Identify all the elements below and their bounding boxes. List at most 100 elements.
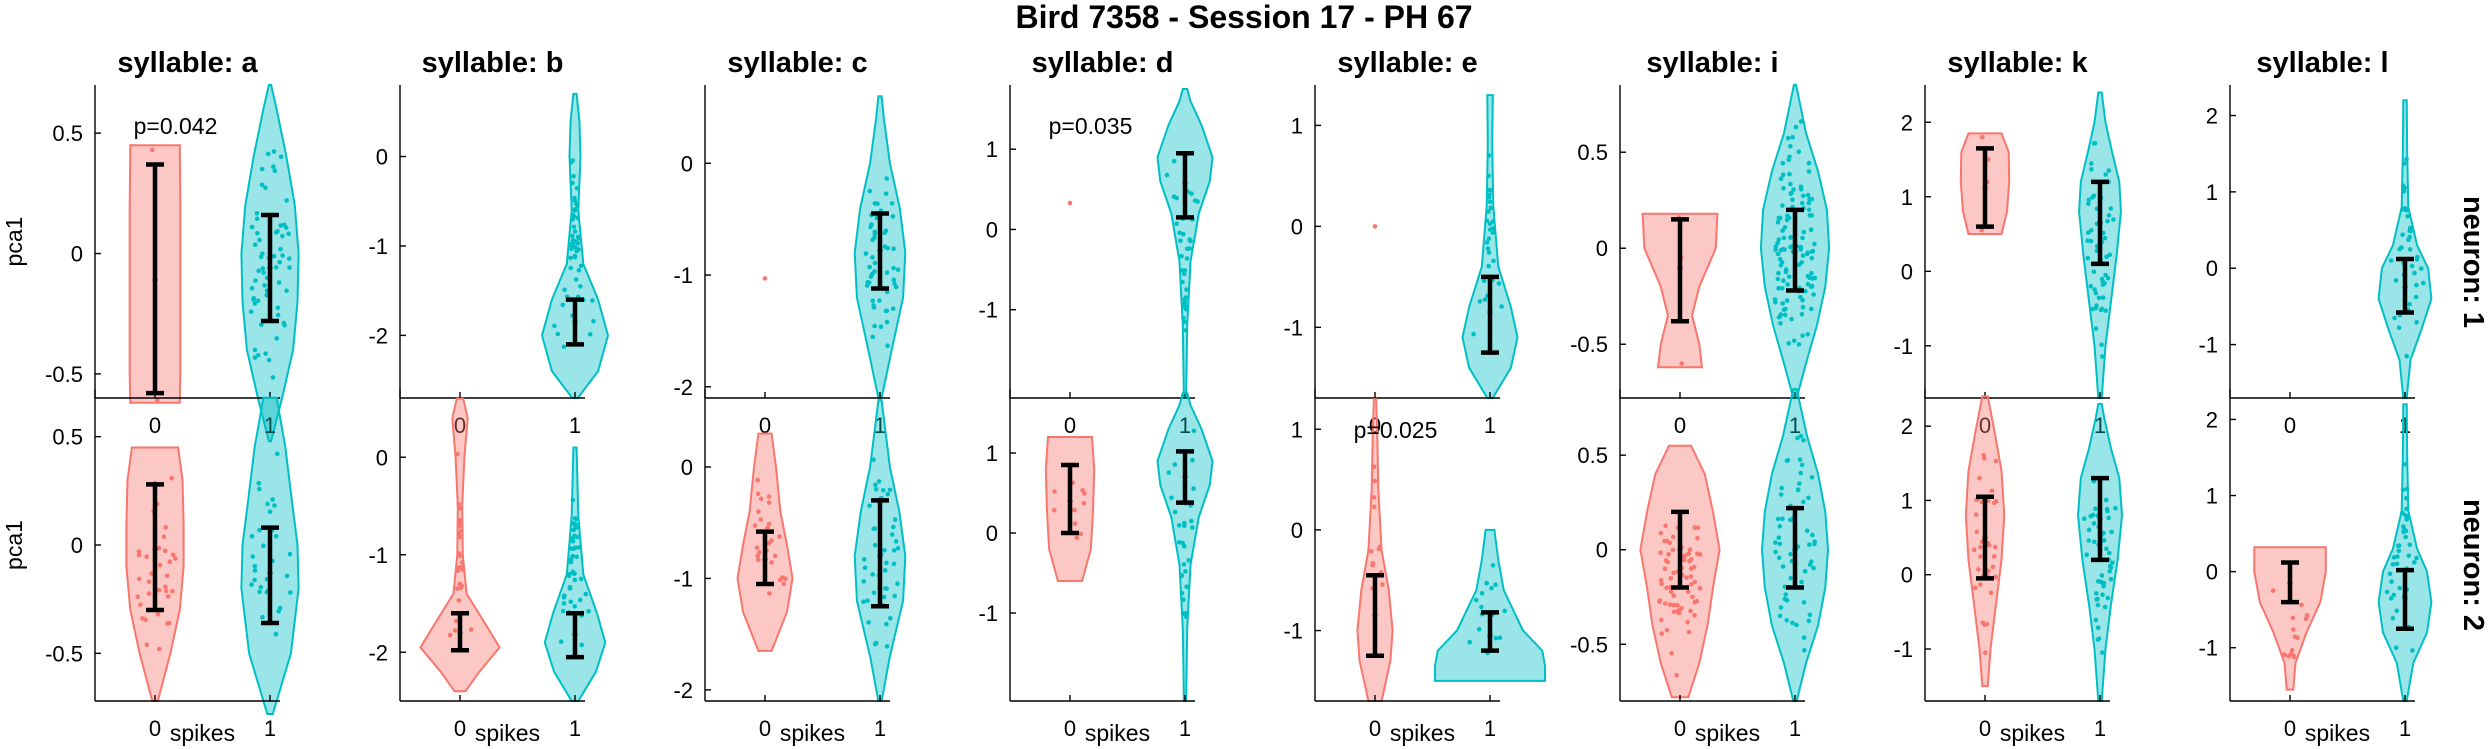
data-point — [876, 479, 882, 484]
data-point — [570, 546, 576, 551]
data-point — [261, 543, 266, 549]
data-point — [1497, 635, 1503, 640]
x-tick-label: 0 — [1674, 413, 1686, 438]
data-point — [2396, 543, 2401, 549]
data-point — [2394, 608, 2400, 613]
x-tick-label: 1 — [2399, 716, 2411, 741]
data-point — [1473, 597, 1479, 603]
data-point — [259, 322, 264, 328]
violin-body — [2253, 546, 2327, 691]
data-point — [863, 251, 869, 256]
data-point — [1668, 589, 1674, 594]
violin-spikes-1 — [853, 399, 907, 702]
mean-point — [267, 265, 273, 271]
x-tick-label: 0 — [149, 716, 161, 741]
data-point — [1051, 507, 1057, 513]
x-tick-label: 0 — [759, 716, 771, 741]
data-point — [758, 517, 763, 522]
data-point — [1052, 489, 1057, 494]
data-point — [560, 302, 566, 308]
data-point — [1666, 552, 1671, 557]
data-point — [256, 268, 262, 274]
data-point — [144, 642, 150, 647]
data-point — [2106, 168, 2112, 173]
data-point — [2391, 555, 2397, 560]
data-point — [1800, 333, 1805, 339]
data-point — [872, 260, 878, 266]
data-point — [2406, 553, 2412, 559]
data-point — [2106, 515, 2111, 521]
data-point — [280, 233, 285, 239]
data-point — [1189, 518, 1194, 524]
data-point — [457, 517, 463, 523]
data-point — [2086, 538, 2092, 543]
data-point — [1810, 276, 1815, 281]
data-point — [1502, 608, 1507, 614]
data-point — [769, 560, 774, 565]
data-point — [1675, 603, 1680, 608]
data-point — [1663, 601, 1668, 606]
x-tick-label: 1 — [1789, 413, 1801, 438]
mean-point — [1487, 309, 1493, 315]
data-point — [2415, 254, 2420, 260]
y-tick-label: 0 — [986, 217, 998, 242]
data-point — [1980, 620, 1986, 626]
data-point — [892, 517, 898, 522]
data-point — [1368, 549, 1374, 554]
y-tick-label: 1 — [986, 137, 998, 162]
data-point — [1496, 281, 1502, 286]
data-point — [2410, 648, 2415, 653]
data-point — [2091, 269, 2097, 275]
data-point — [2104, 254, 2109, 260]
data-point — [1806, 495, 1811, 501]
data-point — [885, 245, 890, 251]
y-tick-label: -1 — [2198, 636, 2218, 661]
x-tick-label: 1 — [874, 716, 886, 741]
data-point — [1977, 475, 1982, 481]
data-point — [561, 344, 567, 350]
data-point — [2389, 579, 2394, 584]
data-point — [2094, 303, 2099, 308]
data-point — [2388, 258, 2394, 263]
data-point — [1799, 462, 1805, 468]
data-point — [254, 211, 260, 216]
data-point — [2086, 527, 2092, 533]
data-point — [2096, 636, 2102, 642]
data-point — [136, 576, 142, 582]
data-point — [1695, 535, 1700, 541]
data-point — [1798, 119, 1804, 124]
data-point — [2396, 325, 2402, 331]
data-point — [278, 154, 284, 160]
mean-point — [2097, 220, 2103, 226]
violin-spikes-1 — [543, 446, 607, 702]
data-point — [1776, 315, 1782, 320]
data-point — [1775, 219, 1781, 225]
y-tick-label: 0 — [681, 455, 693, 480]
data-point — [1164, 172, 1170, 178]
data-point — [2384, 589, 2390, 595]
data-point — [1988, 590, 1994, 596]
panel-r2-c6: -0.5 0 0.5 0 1 spikes — [1570, 388, 1830, 746]
data-point — [2414, 555, 2419, 561]
violin-spikes-0 — [1372, 224, 1378, 229]
y-tick-label: 0 — [1596, 236, 1608, 261]
data-point — [281, 320, 287, 326]
y-tick-label: -0.5 — [1570, 332, 1608, 357]
data-point — [1670, 534, 1676, 540]
violin-spikes-1 — [540, 92, 610, 399]
data-point — [249, 286, 255, 291]
data-point — [1477, 299, 1483, 304]
data-point — [284, 198, 290, 203]
data-point — [1790, 620, 1795, 626]
data-point — [1180, 231, 1186, 237]
violin-spikes-1 — [1156, 392, 1214, 702]
data-point — [2407, 301, 2412, 307]
data-point — [1773, 244, 1779, 249]
data-point — [136, 549, 142, 554]
data-point — [155, 612, 161, 617]
data-point — [447, 632, 453, 638]
violin-spikes-1 — [1461, 94, 1519, 399]
panel-r2-c1: -0.5 0 0.5 0 1 spikes pca1 — [1, 389, 300, 746]
violin-spikes-0 — [1044, 436, 1096, 582]
data-point — [1166, 470, 1172, 475]
